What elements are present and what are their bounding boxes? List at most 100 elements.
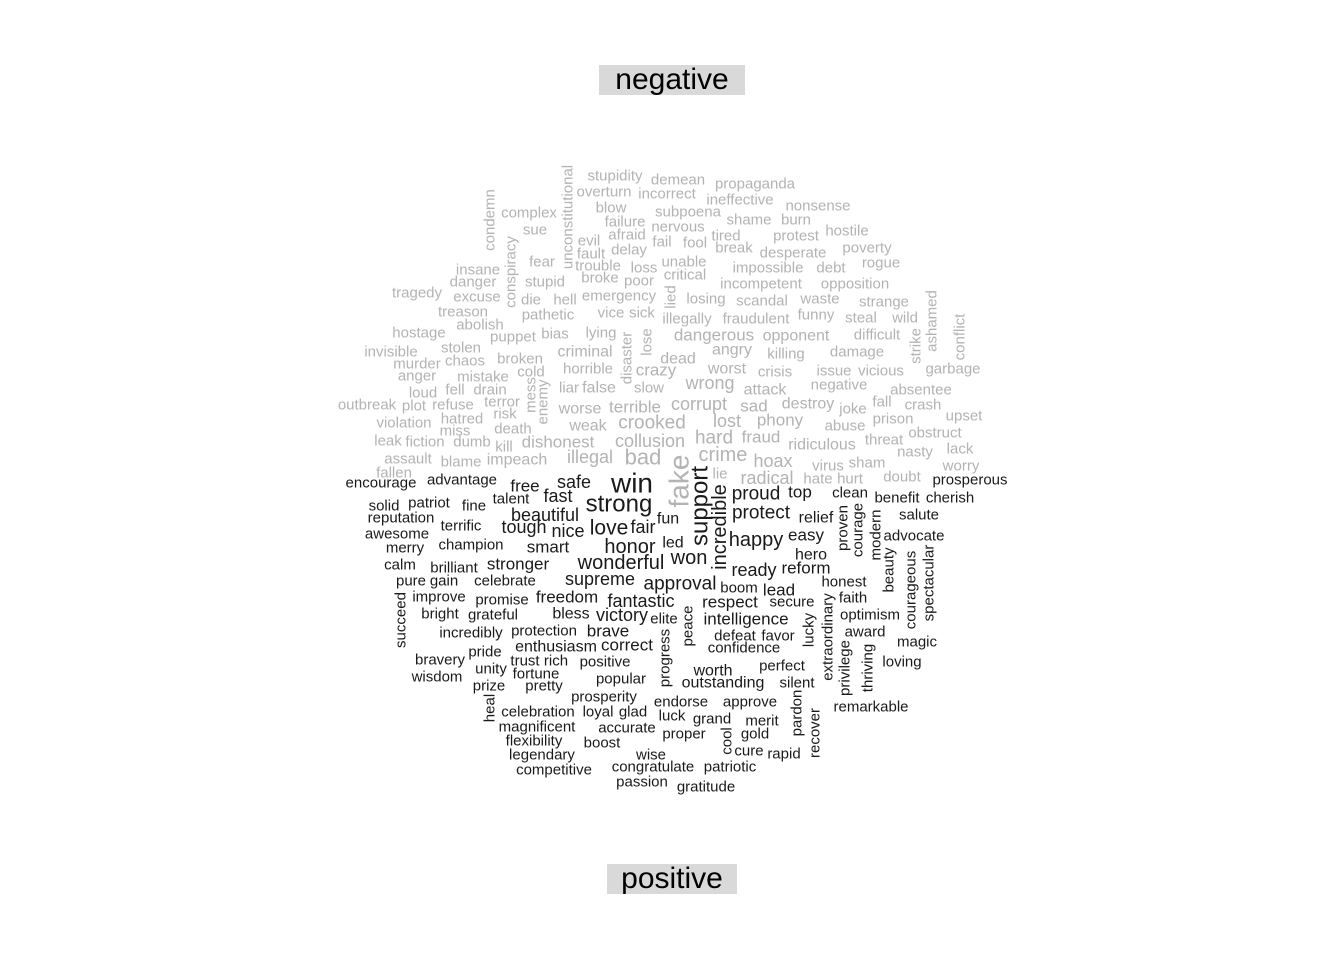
word-negative-fraud: fraud <box>742 428 781 447</box>
word-positive-faith: faith <box>839 590 867 607</box>
word-positive-advantage: advantage <box>427 472 497 489</box>
word-negative-failure: failure <box>605 214 646 231</box>
word-positive-celebration: celebration <box>501 704 574 721</box>
word-positive-celebrate: celebrate <box>474 573 536 590</box>
word-negative-abuse: abuse <box>825 418 866 435</box>
word-positive-fantastic: fantastic <box>607 591 674 611</box>
word-positive-perfect: perfect <box>759 658 806 675</box>
word-negative-fallen: fallen <box>376 465 412 482</box>
word-positive-courageous: courageous <box>903 551 920 629</box>
word-positive-promise: promise <box>475 592 528 609</box>
word-negative-garbage: garbage <box>925 361 980 378</box>
word-positive-incredible: incredible <box>709 484 731 570</box>
word-negative-cold: cold <box>517 364 545 381</box>
word-negative-trouble: trouble <box>575 258 621 275</box>
word-negative-ridiculous: ridiculous <box>788 437 856 454</box>
word-negative-conflict: conflict <box>952 313 969 361</box>
word-negative-poor: poor <box>624 273 654 290</box>
word-positive-enthusiasm: enthusiasm <box>515 639 597 656</box>
word-positive-positive: positive <box>580 654 631 671</box>
word-positive-gold: gold <box>741 726 769 743</box>
word-negative-die: die <box>521 292 541 309</box>
word-negative-impeach: impeach <box>487 452 547 469</box>
word-negative-protest: protest <box>773 228 820 245</box>
word-positive-grand: grand <box>693 711 731 728</box>
word-negative-ashamed: ashamed <box>924 290 941 352</box>
positive-group-label: positive <box>607 864 737 894</box>
word-positive-incredibly: incredibly <box>439 625 503 642</box>
word-negative-conspiracy: conspiracy <box>503 236 520 308</box>
word-positive-patriotic: patriotic <box>704 759 757 776</box>
word-positive-respect: respect <box>702 593 758 612</box>
word-positive-approval: approval <box>644 574 717 595</box>
word-negative-terror: terror <box>484 394 520 411</box>
word-negative-blame: blame <box>441 454 482 471</box>
word-negative-fear: fear <box>529 254 555 271</box>
word-negative-fake: fake <box>664 455 695 508</box>
word-negative-worst: worst <box>707 361 747 378</box>
word-positive-salute: salute <box>899 507 939 524</box>
word-negative-worry: worry <box>942 458 980 475</box>
word-negative-dishonest: dishonest <box>522 433 595 452</box>
word-negative-bad: bad <box>625 445 662 470</box>
word-positive-thriving: thriving <box>860 644 877 692</box>
word-negative-stolen: stolen <box>441 340 481 357</box>
word-positive-worth: worth <box>692 663 732 680</box>
word-negative-fell: fell <box>445 382 464 399</box>
word-negative-broke: broke <box>581 270 619 287</box>
word-negative-strange: strange <box>859 294 909 311</box>
word-positive-ready: ready <box>731 560 776 580</box>
word-negative-illegally: illegally <box>662 311 712 328</box>
word-positive-endorse: endorse <box>654 694 708 711</box>
word-negative-insane: insane <box>456 262 500 279</box>
word-negative-risk: risk <box>493 406 517 423</box>
word-positive-modern: modern <box>868 510 885 561</box>
word-positive-peace: peace <box>680 606 697 647</box>
word-positive-grateful: grateful <box>468 607 518 624</box>
word-negative-lie: lie <box>712 466 727 483</box>
word-positive-rapid: rapid <box>767 746 800 763</box>
word-positive-silent: silent <box>779 675 815 692</box>
word-positive-hero: hero <box>795 547 827 564</box>
word-positive-spectacular: spectacular <box>921 545 938 622</box>
word-positive-outstanding: outstanding <box>682 675 765 692</box>
word-negative-invisible: invisible <box>364 344 417 361</box>
word-positive-top: top <box>788 483 812 502</box>
word-positive-intelligence: intelligence <box>703 610 788 629</box>
word-negative-hurt: hurt <box>837 471 864 488</box>
word-positive-tough: tough <box>501 517 546 537</box>
word-negative-rogue: rogue <box>862 255 900 272</box>
word-positive-support: support <box>687 466 714 546</box>
word-positive-smart: smart <box>527 538 570 557</box>
word-positive-safe: safe <box>557 472 591 492</box>
word-positive-proven: proven <box>835 505 852 551</box>
word-positive-won: won <box>670 547 708 569</box>
word-negative-fail: fail <box>652 234 671 251</box>
word-negative-crazy: crazy <box>636 361 677 380</box>
word-negative-dangerous: dangerous <box>674 326 754 345</box>
word-negative-violation: violation <box>376 415 431 432</box>
word-positive-solid: solid <box>369 498 400 515</box>
word-positive-accurate: accurate <box>598 720 656 737</box>
word-positive-glad: glad <box>619 704 647 721</box>
word-positive-encourage: encourage <box>346 475 417 492</box>
word-positive-awesome: awesome <box>365 526 429 543</box>
word-negative-fiction: fiction <box>405 434 444 451</box>
word-negative-corrupt: corrupt <box>671 394 727 414</box>
word-negative-dumb: dumb <box>453 434 491 451</box>
word-positive-terrific: terrific <box>441 518 482 535</box>
word-negative-shame: shame <box>726 212 771 229</box>
word-positive-fast: fast <box>543 486 572 506</box>
word-positive-loyal: loyal <box>583 704 614 721</box>
word-positive-recover: recover <box>807 708 824 758</box>
word-negative-bias: bias <box>541 326 569 343</box>
word-negative-false: false <box>582 380 616 397</box>
word-negative-killing: killing <box>767 346 805 363</box>
word-negative-losing: losing <box>686 291 725 308</box>
word-positive-proper: proper <box>662 726 705 743</box>
word-positive-popular: popular <box>596 671 646 688</box>
word-negative-complex: complex <box>501 205 557 222</box>
negative-group-label: negative <box>599 65 745 95</box>
word-negative-treason: treason <box>438 304 488 321</box>
word-positive-confidence: confidence <box>708 640 781 657</box>
